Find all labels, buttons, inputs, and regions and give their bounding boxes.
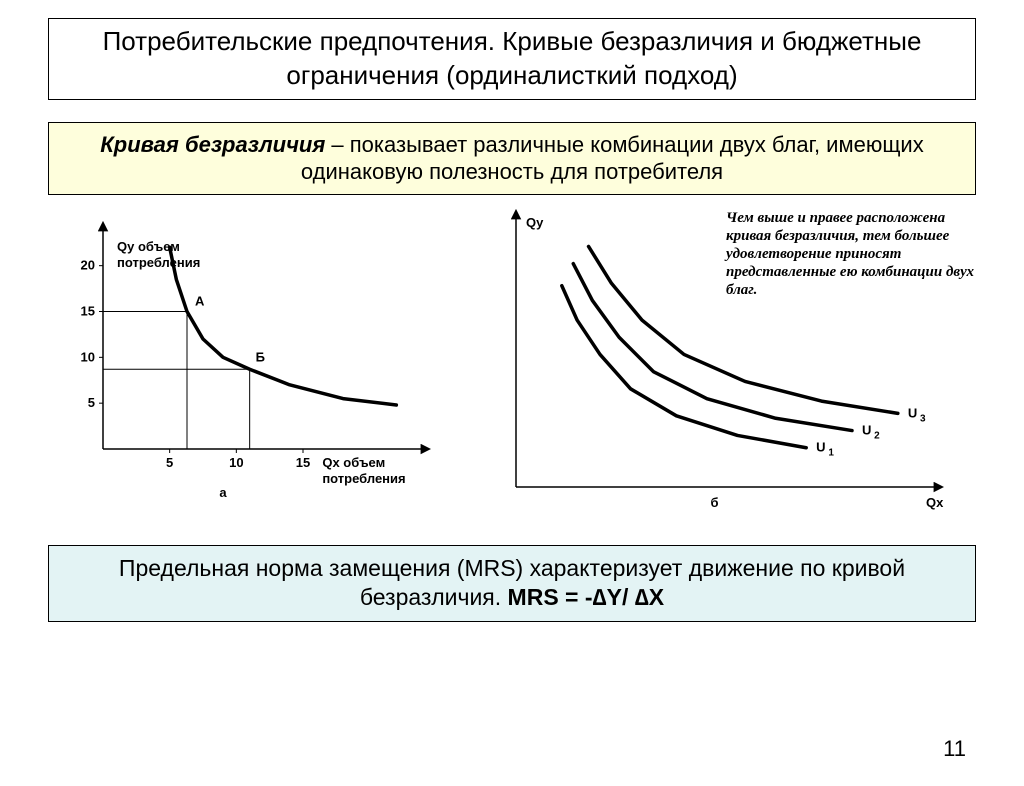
svg-text:10: 10 <box>81 349 95 364</box>
page-number: 11 <box>943 736 966 762</box>
definition-box: Кривая безразличия – показывает различны… <box>48 122 976 195</box>
left-chart-svg: 510152051015Qу объемпотребленияQx объемп… <box>48 209 468 509</box>
svg-text:Qx: Qx <box>926 495 944 510</box>
definition-rest: – показывает различные комбинации двух б… <box>301 132 924 185</box>
slide-title: Потребительские предпочтения. Кривые без… <box>103 26 922 90</box>
left-chart-container: 510152051015Qу объемпотребленияQx объемп… <box>48 209 468 509</box>
svg-text:5: 5 <box>88 395 95 410</box>
svg-text:потребления: потребления <box>117 255 200 270</box>
svg-text:а: а <box>219 485 227 500</box>
svg-text:Б: Б <box>256 349 265 364</box>
slide-title-box: Потребительские предпочтения. Кривые без… <box>48 18 976 100</box>
charts-row: 510152051015Qу объемпотребленияQx объемп… <box>48 209 976 529</box>
svg-text:20: 20 <box>81 257 95 272</box>
mrs-box: Предельная норма замещения (MRS) характе… <box>48 545 976 623</box>
svg-text:5: 5 <box>166 455 173 470</box>
right-chart-container: Чем выше и правее расположена кривая без… <box>476 209 976 529</box>
svg-text:U 1: U 1 <box>816 439 834 458</box>
mrs-formula: MRS = -∆Y/ ∆X <box>508 584 665 610</box>
svg-text:15: 15 <box>81 303 95 318</box>
svg-text:15: 15 <box>296 455 310 470</box>
right-chart-note: Чем выше и правее расположена кривая без… <box>726 209 976 299</box>
svg-text:10: 10 <box>229 455 243 470</box>
svg-text:А: А <box>195 293 205 308</box>
svg-text:U 2: U 2 <box>862 422 880 441</box>
svg-text:потребления: потребления <box>322 471 405 486</box>
svg-text:U 3: U 3 <box>908 405 926 424</box>
definition-term: Кривая безразличия <box>100 132 325 157</box>
svg-text:Qx объем: Qx объем <box>322 455 385 470</box>
svg-text:б: б <box>711 495 719 510</box>
svg-text:Qу: Qу <box>526 214 544 229</box>
